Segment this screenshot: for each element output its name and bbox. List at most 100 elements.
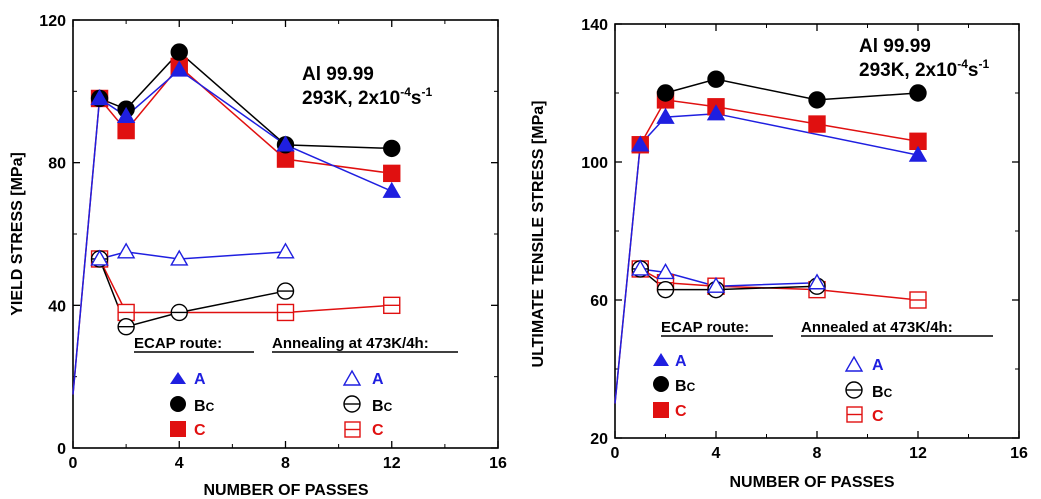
data-point-a-annealed	[656, 262, 675, 280]
data-point-bc-ecap	[909, 84, 927, 102]
legend: ECAP route: Annealed at 473K/4h: A BC C …	[653, 319, 993, 425]
y-axis-title: ULTIMATE TENSILE STRESS [MPa]	[530, 101, 547, 368]
data-point-a-annealed	[706, 276, 726, 293]
legend-marker-c-filled	[653, 402, 669, 418]
conditions-text: 293K, 2x10	[859, 60, 957, 81]
series-line-a-ecap	[72, 68, 393, 395]
data-point-a-ecap	[706, 104, 726, 121]
x-tick-label: 4	[175, 455, 184, 472]
plot-area: 0 4 8 12 16 0 40 80 120	[39, 13, 507, 472]
legend-label-a: A	[194, 371, 206, 388]
y-tick-label: 100	[581, 155, 608, 172]
legend-label-bc-main: B	[675, 378, 687, 395]
y-tick-label: 0	[57, 441, 66, 458]
y-tick-label: 60	[590, 293, 608, 310]
data-point-a-annealed	[631, 259, 650, 276]
legend-label-bc: BC	[675, 378, 696, 395]
x-tick-label: 16	[489, 455, 507, 472]
legend-title-annealing: Annealing at 473K/4h:	[272, 335, 429, 352]
material-label: Al 99.99	[859, 36, 931, 57]
material-label: Al 99.99	[302, 64, 374, 85]
yield-stress-chart: 0 4 8 12 16 0 40 80 120 YIELD STRESS [MPa] NUMBE…	[9, 13, 507, 499]
legend-label-bc-annealed: BC	[872, 384, 893, 401]
legend-label-bc-sub: C	[206, 400, 215, 414]
legend-label-c-annealed: C	[372, 422, 384, 439]
legend-label-a: A	[675, 353, 687, 370]
rate-unit: s	[968, 60, 979, 81]
data-point-c-ecap	[383, 164, 401, 183]
series-line-a-annealed	[99, 251, 286, 260]
legend-marker-a-open	[844, 355, 864, 372]
legend-marker-a-open	[342, 369, 362, 386]
x-axis-title: NUMBER OF PASSES	[729, 474, 894, 491]
conditions-label: 293K, 2x10-4s-1	[859, 57, 989, 81]
rate-exponent: -4	[957, 57, 968, 71]
x-tick-label: 4	[712, 445, 721, 462]
plot-frame	[614, 23, 1020, 439]
legend-label-c: C	[194, 422, 206, 439]
data-point-a-annealed	[170, 249, 189, 266]
legend-title-ecap: ECAP route:	[134, 335, 222, 352]
y-tick-label: 20	[590, 431, 608, 448]
data-point-a-annealed	[90, 249, 109, 266]
series-line-a-annealed	[640, 268, 818, 287]
unit-exponent: -1	[979, 57, 990, 71]
x-axis-title: NUMBER OF PASSES	[203, 482, 368, 499]
legend-label-bc-annealed: BC	[372, 398, 393, 415]
x-tick-label: 16	[1010, 445, 1028, 462]
legend-label-bc-annealed-main: B	[372, 398, 384, 415]
data-point-c-ecap	[117, 121, 135, 140]
x-tick-label: 12	[383, 455, 401, 472]
data-point-a-ecap	[116, 106, 136, 124]
legend-label-bc-main: B	[194, 398, 206, 415]
legend-label-bc: BC	[194, 398, 215, 415]
legend-marker-bc-filled	[170, 396, 186, 412]
legend-label-bc-annealed-main: B	[872, 384, 884, 401]
data-point-a-ecap	[382, 181, 401, 198]
x-tick-label: 8	[281, 455, 290, 472]
y-tick-label: 120	[39, 13, 66, 30]
data-point-a-annealed	[276, 242, 295, 259]
rate-unit: s	[411, 88, 422, 109]
legend-label-c: C	[675, 403, 687, 420]
data-point-bc-ecap	[383, 139, 401, 158]
conditions-text: 293K, 2x10	[302, 88, 400, 109]
data-point-a-ecap	[276, 135, 295, 152]
series-line-c-annealed	[98, 258, 392, 314]
data-point-a-annealed	[116, 242, 136, 259]
legend-marker-bc-filled	[653, 376, 669, 392]
x-tick-label: 8	[813, 445, 822, 462]
y-tick-label: 80	[48, 156, 66, 173]
conditions-label: 293K, 2x10-4s-1	[302, 85, 432, 109]
legend-title-ecap: ECAP route:	[661, 319, 749, 336]
x-tick-label: 0	[611, 445, 620, 462]
data-point-bc-ecap	[170, 43, 188, 61]
data-point-a-annealed	[807, 273, 827, 290]
data-point-a-ecap	[656, 107, 675, 124]
y-tick-label: 40	[48, 298, 66, 315]
legend-marker-c-filled	[170, 421, 186, 437]
data-point-bc-ecap	[656, 84, 675, 102]
plot-area: 0 4 8 12 16 20 60 100 140	[581, 17, 1028, 462]
data-point-a-ecap	[170, 60, 189, 77]
series-line-bc-ecap	[665, 78, 919, 101]
material-annotation: Al 99.99 293K, 2x10-4s-1	[859, 36, 989, 81]
legend-marker-a-filled	[653, 353, 669, 366]
series-line-bc-annealed	[98, 258, 286, 328]
legend-marker-a-filled	[170, 372, 186, 384]
data-point-bc-ecap	[808, 91, 826, 109]
y-axis-title: YIELD STRESS [MPa]	[9, 152, 26, 316]
data-point-c-ecap	[808, 115, 826, 133]
x-tick-label: 0	[69, 455, 78, 472]
data-point-a-ecap	[631, 135, 650, 152]
series-line-bc-annealed	[639, 268, 818, 291]
legend-label-bc-sub: C	[687, 380, 696, 394]
legend-label-a-annealed: A	[872, 357, 884, 374]
ultimate-tensile-stress-chart: 0 4 8 12 16 20 60 100 140 ULTIMATE TENSILE STRES…	[530, 17, 1028, 491]
legend: ECAP route: Annealing at 473K/4h: A BC C…	[134, 335, 458, 439]
data-point-a-ecap	[908, 145, 928, 162]
y-tick-label: 140	[581, 17, 608, 34]
material-annotation: Al 99.99 293K, 2x10-4s-1	[302, 64, 432, 109]
x-tick-label: 12	[909, 445, 927, 462]
data-point-bc-ecap	[707, 70, 725, 88]
